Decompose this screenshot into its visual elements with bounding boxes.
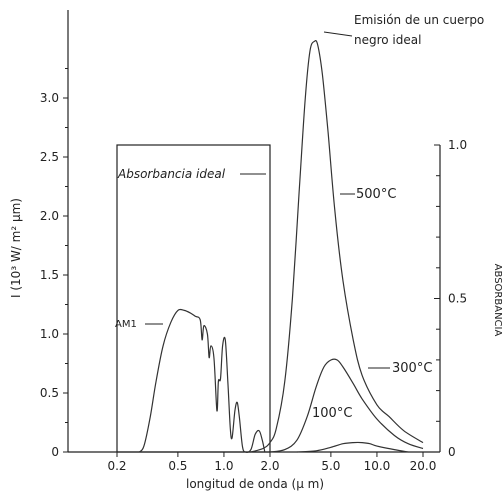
x-tick-label: 5.0 xyxy=(321,459,340,473)
y2-axis-title: ABSORBANCIA xyxy=(492,264,503,337)
x-tick-label: 20.0 xyxy=(410,459,437,473)
x-tick-label: 0.2 xyxy=(107,459,126,473)
x-tick-label: 10.0 xyxy=(364,459,391,473)
x-tick-label: 1.0 xyxy=(214,459,233,473)
blackbody-label-line1: Emisión de un cuerpo xyxy=(354,13,484,27)
y2-tick-label: 1.0 xyxy=(448,138,467,152)
series-am1-line xyxy=(138,308,266,453)
am1-label: AM1 xyxy=(115,319,137,330)
series-500c-line xyxy=(250,40,424,453)
x-ticks: 0.2 0.5 1.0 2.0 5.0 10.0 20.0 xyxy=(107,452,436,473)
y-tick-label: 2.0 xyxy=(40,209,59,223)
y-tick-label: 2.5 xyxy=(40,150,59,164)
t500-label: 500°C xyxy=(356,187,396,202)
series-100c-line xyxy=(296,441,409,453)
x-tick-label: 0.5 xyxy=(168,459,187,473)
ideal-absorbance-box xyxy=(116,144,271,453)
y-axis-title: I (10³ W/ m² µm) xyxy=(9,198,23,298)
x-tick-label: 2.0 xyxy=(260,459,279,473)
y-tick-label: 0 xyxy=(51,445,59,459)
series-300c-line xyxy=(269,358,424,453)
x-axis-title: longitud de onda (µ m) xyxy=(186,477,324,491)
y2-tick-label: 0.5 xyxy=(448,292,467,306)
blackbody-label-line2: negro ideal xyxy=(354,33,421,47)
y-tick-label: 0.5 xyxy=(40,386,59,400)
t100-label: 100°C xyxy=(312,406,352,421)
y-tick-label: 1.5 xyxy=(40,268,59,282)
ideal-absorbance-label: Absorbancia ideal xyxy=(117,167,226,181)
y-tick-label: 1.0 xyxy=(40,327,59,341)
y2-tick-label: 0 xyxy=(448,445,456,459)
y-tick-label: 3.0 xyxy=(40,91,59,105)
blackbody-leader xyxy=(323,31,353,37)
y-ticks-right: 0 0.5 1.0 xyxy=(434,138,467,459)
t300-label: 300°C xyxy=(392,361,432,376)
y-ticks-left: 0 0.5 1.0 1.5 2.0 2.5 3.0 xyxy=(40,68,68,459)
